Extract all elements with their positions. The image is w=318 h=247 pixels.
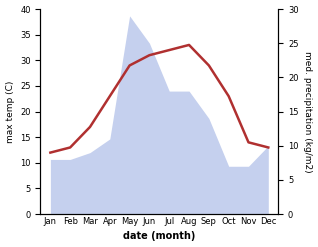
X-axis label: date (month): date (month) [123, 231, 196, 242]
Y-axis label: med. precipitation (kg/m2): med. precipitation (kg/m2) [303, 51, 313, 172]
Y-axis label: max temp (C): max temp (C) [5, 80, 15, 143]
